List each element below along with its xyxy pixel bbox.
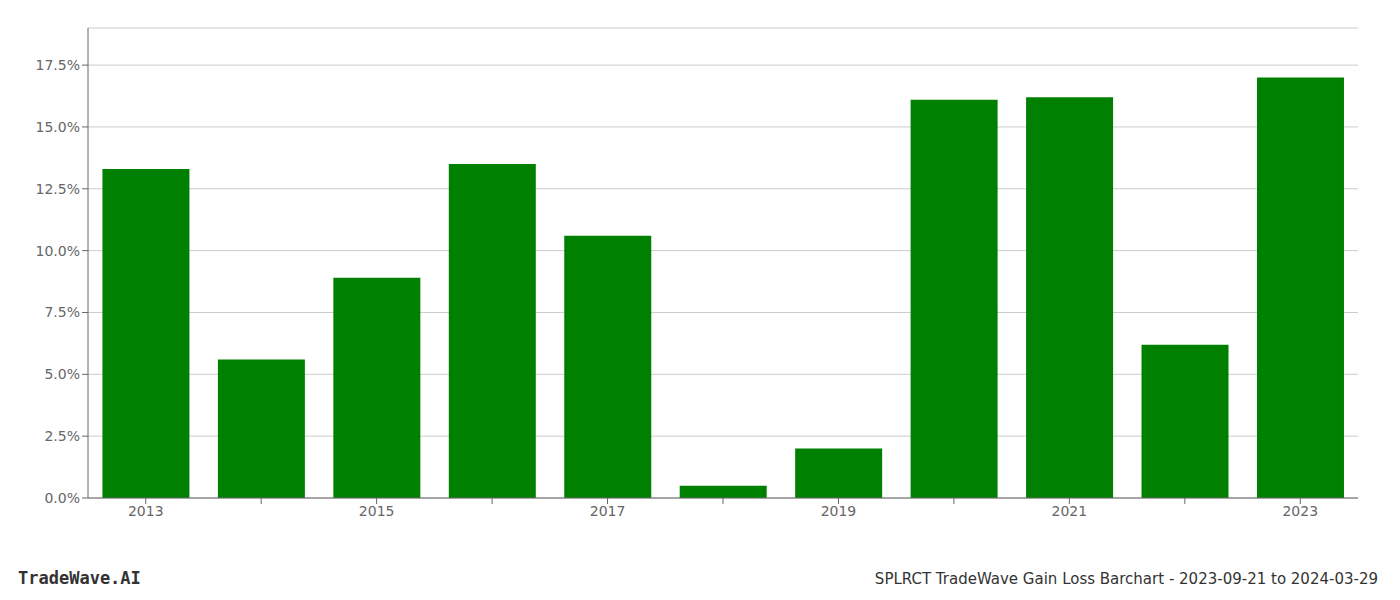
svg-text:2015: 2015 <box>359 503 395 519</box>
svg-text:2021: 2021 <box>1052 503 1088 519</box>
svg-text:12.5%: 12.5% <box>36 181 80 197</box>
html-text:TradeWave.AI: TradeWave.AI <box>18 568 141 588</box>
html-text:SPLRCT TradeWave Gain Loss Bar: SPLRCT TradeWave Gain Loss Barchart - 20… <box>874 570 1378 588</box>
svg-text:2017: 2017 <box>590 503 626 519</box>
svg-text:2023: 2023 <box>1282 503 1318 519</box>
svg-text:10.0%: 10.0% <box>36 243 80 259</box>
svg-text:15.0%: 15.0% <box>36 119 80 135</box>
svg-text:2013: 2013 <box>128 503 164 519</box>
svg-text:2.5%: 2.5% <box>44 428 80 444</box>
svg-text:5.0%: 5.0% <box>44 366 80 382</box>
svg-text:0.0%: 0.0% <box>44 490 80 506</box>
svg-text:17.5%: 17.5% <box>36 57 80 73</box>
svg-text:7.5%: 7.5% <box>44 304 80 320</box>
svg-text:2019: 2019 <box>821 503 857 519</box>
